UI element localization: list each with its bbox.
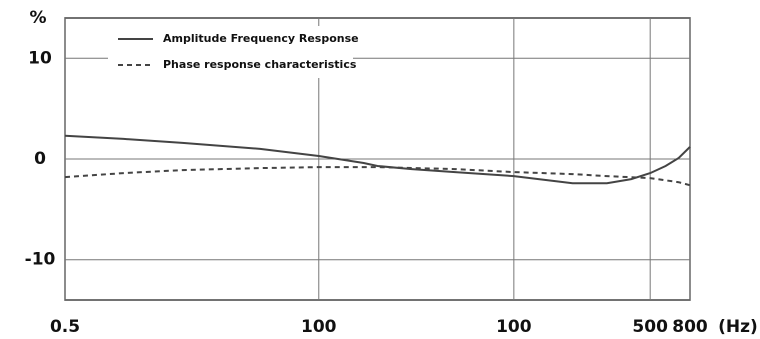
legend-label: Amplitude Frequency Response (163, 32, 359, 45)
y-axis-label: % (29, 8, 46, 28)
series-line (64, 166, 691, 187)
x-tick-label: 0.5 (50, 317, 80, 337)
legend-box (108, 26, 353, 78)
x-axis-label: (Hz) (718, 317, 758, 337)
x-tick-label: 500 (632, 317, 668, 337)
y-tick-label: 0 (34, 149, 46, 169)
x-tick-label: 800 (672, 317, 708, 337)
y-tick-label: 10 (28, 48, 52, 68)
x-tick-label: 100 (496, 317, 532, 337)
series-line (64, 134, 691, 185)
x-tick-label: 100 (301, 317, 337, 337)
legend-label: Phase response characteristics (163, 58, 357, 71)
y-tick-label: -10 (25, 250, 56, 270)
